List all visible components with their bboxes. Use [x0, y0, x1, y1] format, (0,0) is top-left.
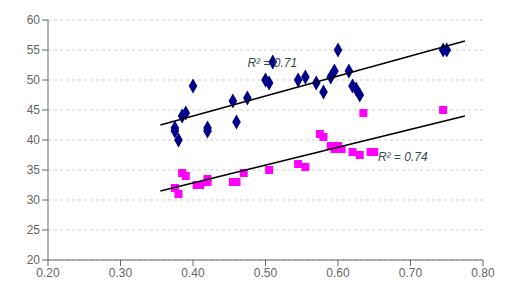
svg-text:0.40: 0.40 [181, 266, 205, 280]
svg-text:50: 50 [27, 73, 41, 87]
svg-text:0.50: 0.50 [254, 266, 278, 280]
svg-text:0.80: 0.80 [471, 266, 495, 280]
svg-text:R² = 0.71: R² = 0.71 [247, 56, 297, 70]
svg-text:60: 60 [27, 13, 41, 27]
svg-text:30: 30 [27, 193, 41, 207]
svg-text:55: 55 [27, 43, 41, 57]
svg-text:25: 25 [27, 223, 41, 237]
svg-text:20: 20 [27, 253, 41, 267]
svg-text:40: 40 [27, 133, 41, 147]
svg-text:0.60: 0.60 [326, 266, 350, 280]
svg-text:0.30: 0.30 [109, 266, 133, 280]
svg-text:35: 35 [27, 163, 41, 177]
svg-text:45: 45 [27, 103, 41, 117]
svg-text:R² = 0.74: R² = 0.74 [378, 150, 428, 164]
svg-text:0.20: 0.20 [36, 266, 60, 280]
svg-text:0.70: 0.70 [399, 266, 423, 280]
